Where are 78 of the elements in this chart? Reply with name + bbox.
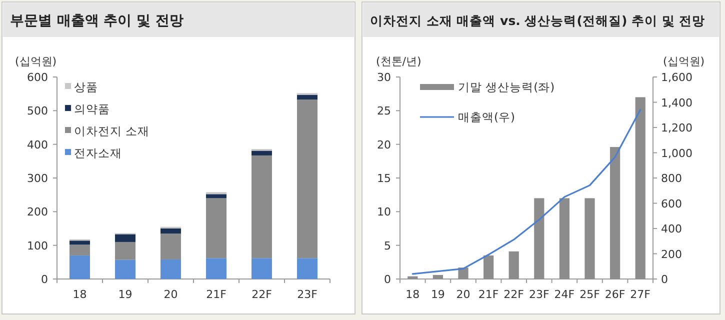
legend-label: 매출액(우) xyxy=(458,110,515,124)
x-tick-label: 18 xyxy=(72,288,87,301)
bar xyxy=(483,255,494,279)
bar xyxy=(115,242,136,260)
bar xyxy=(635,97,646,279)
line-series xyxy=(412,108,642,275)
bar xyxy=(70,244,90,256)
bar xyxy=(160,234,181,260)
chart-title: 이차전지 소재 매출액 vs. 생산능력(전해질) 추이 및 전망 xyxy=(370,13,706,28)
legend-label: 상품 xyxy=(74,80,98,94)
y-tick-label: 600 xyxy=(27,71,48,84)
bar xyxy=(115,260,136,279)
legend-label: 의약품 xyxy=(74,102,110,116)
x-tick-label: 24F xyxy=(554,288,575,301)
bar xyxy=(70,240,90,245)
x-tick-label: 23F xyxy=(297,288,318,301)
bar xyxy=(534,198,544,279)
bar xyxy=(252,150,272,156)
y-tick-label: 5 xyxy=(384,239,391,252)
bar xyxy=(206,194,226,198)
y-tick-label: 300 xyxy=(27,172,48,185)
x-tick-label: 23F xyxy=(528,288,550,301)
y2-tick-label: 1,600 xyxy=(661,71,692,84)
bar xyxy=(160,228,181,234)
bar xyxy=(508,251,519,279)
y2-tick-label: 1,200 xyxy=(661,122,692,134)
bar xyxy=(297,94,318,100)
x-tick-label: 22F xyxy=(252,288,272,301)
y-tick-label: 25 xyxy=(377,104,391,118)
y2-tick-label: 200 xyxy=(661,248,682,261)
y-tick-label: 400 xyxy=(27,138,48,152)
bar xyxy=(206,258,226,279)
bar xyxy=(70,255,90,279)
bar xyxy=(559,198,570,279)
y-tick-label: 10 xyxy=(377,206,391,219)
y-tick-label: 15 xyxy=(377,172,391,185)
x-tick-label: 18 xyxy=(406,288,420,301)
bar xyxy=(115,234,136,242)
x-tick-label: 20 xyxy=(456,288,470,301)
x-tick-label: 27F xyxy=(630,288,651,301)
y-tick-label: 500 xyxy=(27,104,48,118)
bar xyxy=(252,258,272,279)
y2-tick-label: 800 xyxy=(661,172,682,185)
y2-tick-label: 1,400 xyxy=(661,96,692,110)
y2-axis-title: (십억원) xyxy=(663,55,705,68)
y-axis-title: (천톤/년) xyxy=(376,55,422,68)
bar xyxy=(297,258,318,279)
bar xyxy=(160,259,181,279)
legend-label: 기말 생산능력(좌) xyxy=(458,80,555,94)
y-tick-label: 100 xyxy=(27,239,48,252)
x-tick-label: 21F xyxy=(206,288,226,301)
bar xyxy=(408,276,418,279)
x-tick-label: 19 xyxy=(118,288,132,301)
bar xyxy=(206,198,226,258)
y2-tick-label: 400 xyxy=(661,222,682,236)
y-tick-label: 200 xyxy=(27,206,48,219)
y2-tick-label: 600 xyxy=(661,197,682,210)
x-tick-label: 19 xyxy=(430,288,445,301)
y-tick-label: 20 xyxy=(377,138,391,152)
x-tick-label: 26F xyxy=(604,288,626,301)
chart-title: 부문별 매출액 추이 및 전망 xyxy=(10,13,184,29)
bar xyxy=(584,198,595,279)
y-axis-title: (십억원) xyxy=(15,55,57,68)
x-tick-label: 21F xyxy=(478,288,499,301)
bar xyxy=(432,274,444,279)
x-tick-label: 20 xyxy=(164,288,178,301)
y2-tick-label: 1,000 xyxy=(661,146,692,160)
y-tick-label: 0 xyxy=(384,273,391,286)
bar xyxy=(610,147,620,279)
x-tick-label: 25F xyxy=(580,288,600,301)
legend-label: 전자소재 xyxy=(74,146,122,160)
y-tick-label: 0 xyxy=(41,273,48,286)
x-tick-label: 22F xyxy=(504,288,524,301)
y-tick-label: 30 xyxy=(377,71,391,84)
legend-label: 이차전지 소재 xyxy=(74,124,150,138)
y2-tick-label: 0 xyxy=(661,273,668,286)
bar xyxy=(252,155,272,258)
bar xyxy=(297,100,318,258)
